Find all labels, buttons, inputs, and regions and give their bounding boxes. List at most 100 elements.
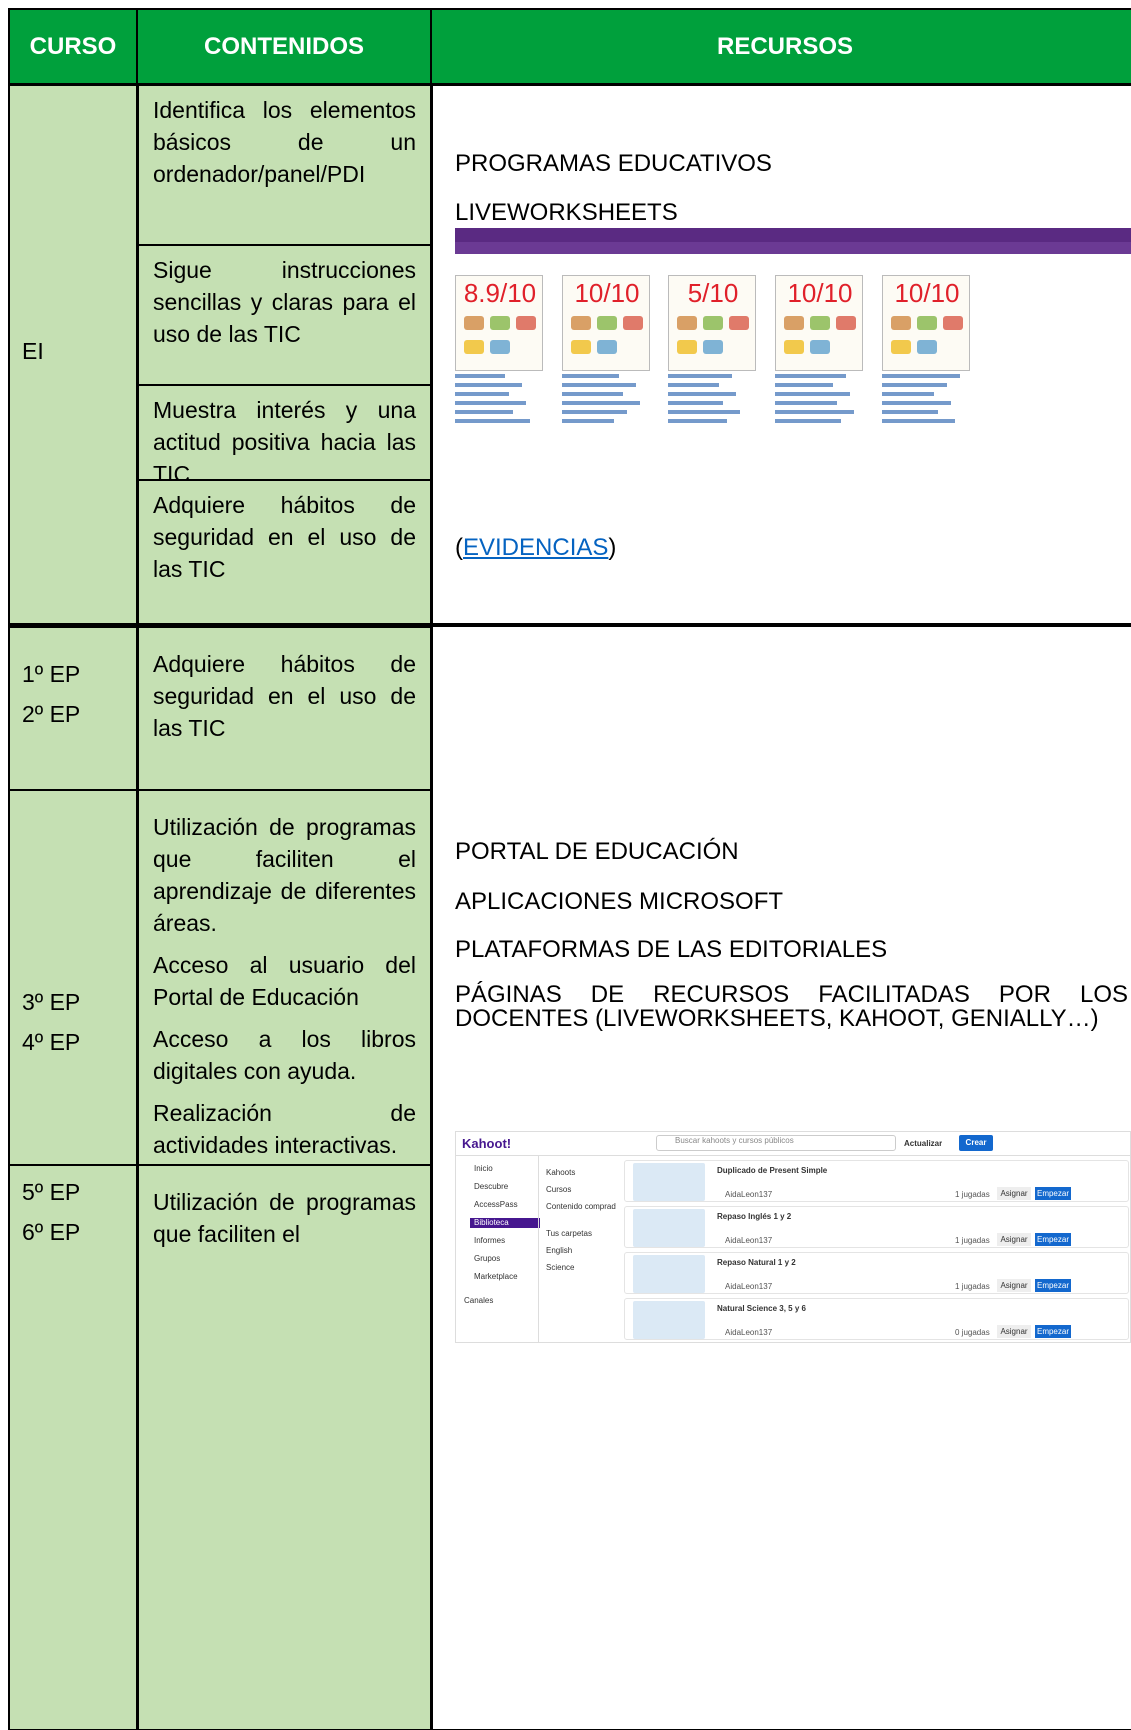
recursos-cell	[432, 85, 1131, 625]
thumb-art	[464, 316, 484, 330]
header-cell: CURSO	[8, 8, 138, 85]
thumb-art	[810, 316, 830, 330]
caption-line	[562, 383, 636, 387]
contenido-cell: Identifica los elementos básicos de un o…	[138, 85, 432, 245]
curso-label: 2º EP	[22, 701, 81, 727]
contenido-text: Utilización de programas que faciliten e…	[153, 1189, 416, 1247]
contenido-cell: Muestra interés y una actitud positiva h…	[138, 385, 432, 487]
caption-line	[882, 383, 947, 387]
caption-line	[775, 374, 846, 378]
card-title: Natural Science 3, 5 y 6	[717, 1304, 806, 1313]
card-author: AidaLeon137	[725, 1282, 773, 1291]
folder-item: Contenido comprado	[546, 1202, 616, 1211]
card-author: AidaLeon137	[725, 1236, 773, 1245]
thumb-art	[571, 316, 591, 330]
thumb-art	[597, 340, 617, 354]
nav-item: Descubre	[474, 1182, 509, 1191]
nav-item: Informes	[474, 1236, 506, 1245]
caption-line	[562, 401, 640, 405]
evidence-line: (EVIDENCIAS)	[455, 532, 616, 564]
thumb-art	[464, 340, 484, 354]
thumb-art	[836, 316, 856, 330]
nav-item: AccessPass	[474, 1200, 518, 1209]
thumb-art	[784, 316, 804, 330]
curso-cell: 1º EP 2º EP	[8, 625, 138, 790]
card-plays: 0 jugadas	[955, 1328, 990, 1337]
bookmarks-bar	[455, 242, 1131, 254]
start-button: Empezar	[1035, 1325, 1071, 1338]
contenido-text: Utilización de programas que faciliten e…	[153, 814, 416, 936]
score: 10/10	[787, 278, 853, 308]
nav-item: Grupos	[474, 1254, 501, 1263]
curso-text: 3º EP 4º EP	[22, 986, 80, 1066]
contenido-cell: Utilización de programas que faciliten e…	[138, 790, 432, 1306]
caption-line	[668, 383, 719, 387]
folder-item: Kahoots	[546, 1168, 576, 1177]
thumb-art	[677, 316, 697, 330]
contenido-text: Adquiere hábitos de seguridad en el uso …	[153, 651, 416, 741]
caption-line	[775, 410, 854, 414]
assign-button: Asignar	[997, 1325, 1031, 1338]
contenido-text: Muestra interés y una actitud positiva h…	[153, 397, 416, 487]
thumb-art	[917, 316, 937, 330]
caption-line	[562, 374, 619, 378]
card-title: Repaso Inglés 1 y 2	[717, 1212, 792, 1221]
worksheet-thumb: 10/10	[775, 275, 863, 371]
thumb-art	[703, 340, 723, 354]
thumb-art	[703, 316, 723, 330]
kahoot-card: Repaso Inglés 1 y 2 AidaLeon137 1 jugadas A…	[624, 1206, 1129, 1248]
contenido-cell: Utilización de programas que faciliten e…	[138, 1165, 432, 1730]
card-plays: 1 jugadas	[955, 1282, 990, 1291]
update-button: Actualizar	[904, 1139, 943, 1148]
score: 8.9/10	[463, 278, 537, 308]
thumb-art	[623, 316, 643, 330]
assign-button: Asignar	[997, 1187, 1031, 1200]
curso-text: 1º EP 2º EP	[22, 658, 80, 738]
thumb-art	[516, 316, 536, 330]
card-title: Duplicado de Present Simple	[717, 1166, 828, 1175]
caption-line	[455, 410, 513, 414]
contenido-text: Sigue instrucciones sencillas y claras p…	[153, 257, 416, 347]
caption-line	[455, 374, 505, 378]
curso-label: 1º EP	[22, 661, 81, 687]
thumb-art	[891, 340, 911, 354]
curso-label: 3º EP	[22, 989, 81, 1015]
thumb-art	[891, 316, 911, 330]
thumb-art	[677, 340, 697, 354]
recurso-line: PORTAL DE EDUCACIÓN	[455, 838, 739, 865]
contenido-text: Identifica los elementos básicos de un o…	[153, 97, 416, 187]
caption-line	[775, 383, 833, 387]
thumb-art	[784, 340, 804, 354]
curso-label: 6º EP	[22, 1219, 81, 1245]
thumb-art	[571, 340, 591, 354]
caption-line	[668, 410, 740, 414]
start-button: Empezar	[1035, 1233, 1071, 1246]
card-title: Repaso Natural 1 y 2	[717, 1258, 796, 1267]
card-thumb	[633, 1255, 705, 1293]
paren: (	[455, 534, 463, 561]
card-thumb	[633, 1301, 705, 1339]
curso-label: EI	[22, 338, 44, 364]
thumb-art	[810, 340, 830, 354]
paren: )	[608, 534, 617, 561]
nav-item: Inicio	[474, 1164, 493, 1173]
curso-text: 5º EP 6º EP	[22, 1176, 80, 1256]
header-cell: CONTENIDOS	[138, 8, 432, 85]
caption-line	[668, 374, 732, 378]
evidence-link[interactable]: EVIDENCIAS	[463, 534, 609, 561]
curso-text: EI	[22, 86, 44, 624]
caption-line	[882, 401, 951, 405]
caption-line	[775, 392, 850, 396]
top-divider	[456, 1155, 1130, 1156]
kahoot-card: Repaso Natural 1 y 2 AidaLeon137 1 jugadas…	[624, 1252, 1129, 1294]
caption-line	[455, 419, 530, 423]
contenido-text: Acceso al usuario del Portal de Educació…	[153, 952, 416, 1010]
thumb-art	[729, 316, 749, 330]
assign-button: Asignar	[997, 1279, 1031, 1292]
folder-item: Tus carpetas	[546, 1229, 592, 1238]
curso-cell: 5º EP 6º EP	[8, 1165, 138, 1730]
thumb-art	[943, 316, 963, 330]
contenido-cell: Adquiere hábitos de seguridad en el uso …	[138, 625, 432, 790]
curso-cell: 3º EP 4º EP	[8, 790, 138, 1165]
